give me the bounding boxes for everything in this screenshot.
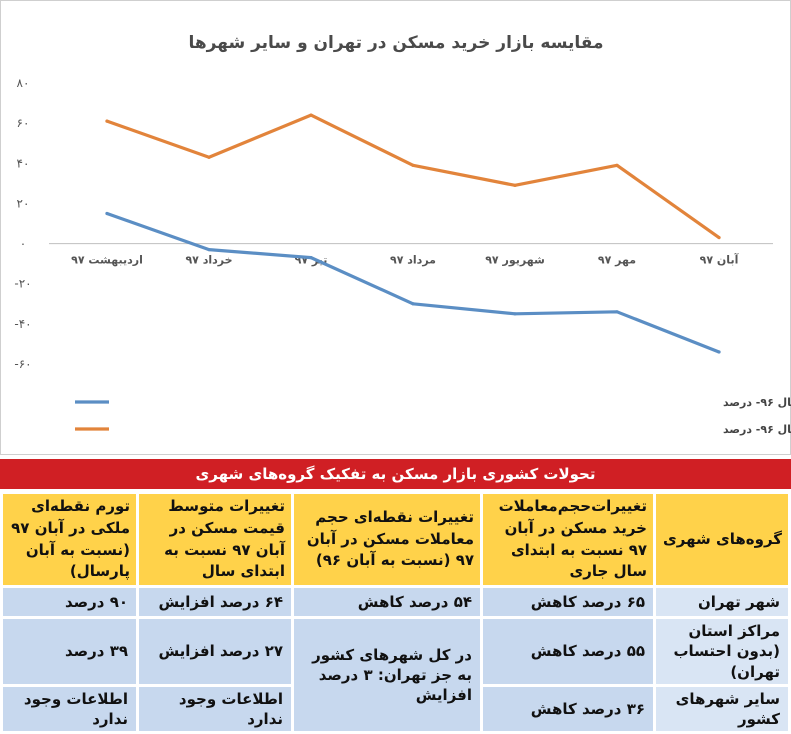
y-tick-label: ۸۰ — [17, 76, 30, 90]
cell-group-tehran: شهر تهران — [656, 588, 788, 616]
y-tick-label: ۰ — [20, 237, 26, 251]
x-tick-label: خرداد ۹۷ — [185, 254, 232, 267]
data-point-1 — [411, 163, 415, 167]
y-tick-label: ۶۰ — [17, 116, 30, 130]
cell-inflation-provincial-centers: ۳۹ درصد — [3, 619, 136, 684]
header-avg-price-change: تغییرات متوسط قیمت مسکن در آبان ۹۷ نسبت … — [139, 494, 291, 585]
x-tick-label: اردیبهشت ۹۷ — [71, 254, 143, 267]
y-tick-label: ۲۰ — [17, 196, 30, 210]
series-line-0 — [105, 211, 721, 354]
legend-label-1: تغییرات ماهانه حجم معاملات خرید مسکن در … — [723, 423, 791, 436]
cell-inflation-tehran: ۹۰ درصد — [3, 588, 136, 616]
y-tick-label: -۶۰ — [14, 357, 31, 371]
table-header-row: گروه‌های شهری تغییرات‌حجم‌معاملات خرید م… — [3, 494, 788, 585]
cell-group-provincial-centers: مراکز استان (بدون احتساب تهران) — [656, 619, 788, 684]
legend-label-0: تغییرات ماهانه حجم معاملات خرید مسکن در … — [723, 396, 791, 409]
x-tick-label: مرداد ۹۷ — [390, 254, 436, 267]
y-tick-label: -۲۰ — [14, 277, 31, 291]
chart-title: مقایسه بازار خرید مسکن در تهران و سایر ش… — [188, 33, 603, 53]
data-point-0 — [309, 256, 313, 260]
cell-price-other-cities: اطلاعات وجود ندارد — [139, 686, 291, 732]
x-tick-label: آبان ۹۷ — [700, 253, 739, 267]
data-point-0 — [717, 350, 721, 354]
data-point-0 — [105, 211, 109, 216]
header-point-volume-change: تغییرات نقطه‌ای حجم معاملات مسکن در آبان… — [294, 494, 480, 585]
cell-volume-tehran: ۶۵ درصد کاهش — [483, 588, 653, 616]
cell-point-volume-tehran: ۵۴ درصد کاهش — [294, 588, 480, 616]
header-point-inflation: تورم نقطه‌ای ملکی در آبان ۹۷ (نسبت به آب… — [3, 494, 136, 585]
data-point-1 — [513, 183, 517, 187]
data-point-1 — [105, 119, 109, 123]
y-tick-label: ۴۰ — [17, 156, 30, 170]
housing-table-panel: تحولات کشوری بازار مسکن به تفکیک گروه‌ها… — [0, 459, 791, 732]
cell-price-provincial-centers: ۲۷ درصد افزایش — [139, 619, 291, 684]
data-point-1 — [615, 163, 619, 167]
x-tick-label: شهریور ۹۷ — [485, 254, 545, 267]
table-title: تحولات کشوری بازار مسکن به تفکیک گروه‌ها… — [0, 459, 791, 489]
housing-table: گروه‌های شهری تغییرات‌حجم‌معاملات خرید م… — [0, 491, 791, 734]
line-chart: مقایسه بازار خرید مسکن در تهران و سایر ش… — [14, 33, 791, 436]
series-line-1 — [105, 113, 721, 240]
data-point-1 — [207, 155, 211, 159]
data-point-0 — [207, 247, 211, 252]
data-point-0 — [513, 312, 517, 316]
cell-point-volume-other-cities: در کل شهرهای کشور به جز تهران: ۳ درصد اف… — [294, 619, 480, 732]
data-point-0 — [615, 310, 619, 314]
header-volume-since-year-start: تغییرات‌حجم‌معاملات خرید مسکن در آبان ۹۷… — [483, 494, 653, 585]
table-row: مراکز استان (بدون احتساب تهران) ۵۵ درصد … — [3, 619, 788, 732]
data-point-0 — [411, 302, 415, 306]
table-row: شهر تهران ۶۵ درصد کاهش ۵۴ درصد کاهش ۶۴ د… — [3, 588, 788, 616]
data-point-1 — [717, 235, 721, 240]
x-tick-label: مهر ۹۷ — [598, 254, 636, 267]
y-tick-label: -۴۰ — [14, 317, 31, 331]
cell-group-other-cities: سایر شهرهای کشور — [656, 686, 788, 732]
header-city-group: گروه‌های شهری — [656, 494, 788, 585]
cell-volume-other-cities: ۳۶ درصد کاهش — [483, 686, 653, 732]
cell-volume-provincial-centers: ۵۵ درصد کاهش — [483, 619, 653, 684]
cell-inflation-other-cities: اطلاعات وجود ندارد — [3, 686, 136, 732]
cell-price-tehran: ۶۴ درصد افزایش — [139, 588, 291, 616]
data-point-1 — [309, 113, 313, 117]
chart-panel: مقایسه بازار خرید مسکن در تهران و سایر ش… — [0, 0, 791, 455]
